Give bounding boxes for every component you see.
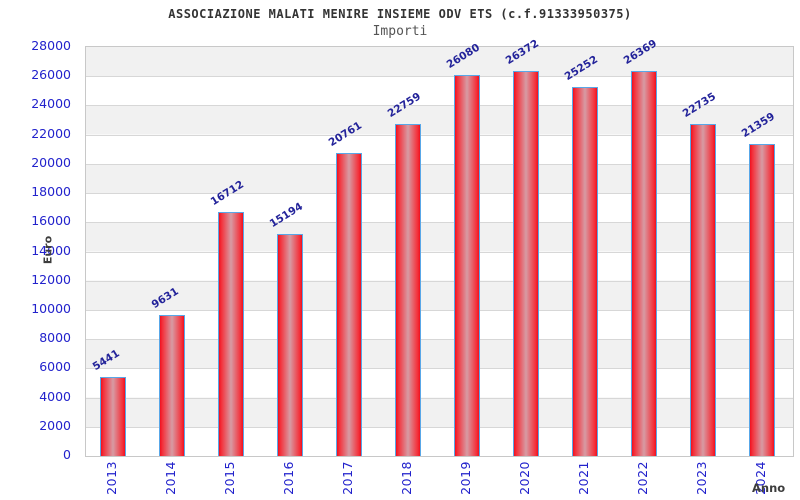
x-tick-label: 2022 [634,461,650,495]
bar-2023 [689,123,716,456]
y-axis-title: Euro [41,235,55,265]
gridline [86,368,793,370]
x-tick-label: 2013 [103,461,119,495]
y-tick-label: 20000 [31,154,71,170]
y-tick-label: 8000 [39,330,71,346]
bar-2015 [217,211,244,456]
y-tick-label: 22000 [31,125,71,141]
y-tick-label: 16000 [31,213,71,229]
x-tick-label: 2017 [339,461,355,495]
plot-area: 5441 9631 16712 15194 20761 22759 26080 26372 25… [85,37,794,457]
gridline [86,309,793,311]
y-tick-label: 4000 [39,388,71,404]
bar-2024 [748,144,775,456]
bar-2016 [276,234,303,456]
gridline [86,339,793,341]
y-tick-label: 0 [63,447,71,462]
bar-2019 [453,75,480,456]
gridline [86,163,793,165]
bar-2013 [99,376,126,456]
bar-2021 [571,87,598,456]
y-tick-label: 24000 [31,96,71,112]
bar-2020 [512,70,539,456]
x-axis-title: Anno [752,481,786,495]
gridline [86,426,793,428]
bar-value-label: 26080 [444,41,482,72]
x-tick-label: 2023 [693,461,709,495]
gridline [86,193,793,195]
chart-title: ASSOCIAZIONE MALATI MENIRE INSIEME ODV E… [168,7,632,21]
bar-2017 [335,152,362,456]
bar-value-label: 25252 [562,53,600,84]
gridline [86,280,793,282]
gridline [86,105,793,107]
y-tick-label: 10000 [31,300,71,316]
bar-2014 [158,315,185,456]
x-tick-label: 2015 [221,461,237,495]
y-tick-label: 6000 [39,359,71,375]
x-tick-label: 2021 [575,461,591,495]
gridline [86,222,793,224]
y-tick-label: 12000 [31,271,71,287]
gridline [86,397,793,399]
x-tick-label: 2019 [457,461,473,495]
y-tick-label: 18000 [31,184,71,200]
y-tick-label: 28000 [31,38,71,53]
gridline [86,76,793,78]
x-tick-label: 2020 [516,461,532,495]
y-tick-label: 14000 [31,242,71,258]
x-tick-label: 2016 [280,461,296,495]
x-tick-label: 2014 [162,461,178,495]
gridline [86,251,793,253]
bar-value-label: 9631 [149,285,181,312]
x-tick-label: 2018 [398,461,414,495]
bar-value-label: 15194 [267,200,305,231]
chart-subtitle: Importi [372,24,428,39]
bar-value-label: 26369 [621,37,659,67]
bar-value-label: 26372 [503,37,541,67]
y-tick-label: 2000 [39,417,71,433]
bar-2018 [394,123,421,456]
gridline [86,134,793,136]
y-tick-label: 26000 [31,67,71,83]
bar-2022 [630,70,657,456]
